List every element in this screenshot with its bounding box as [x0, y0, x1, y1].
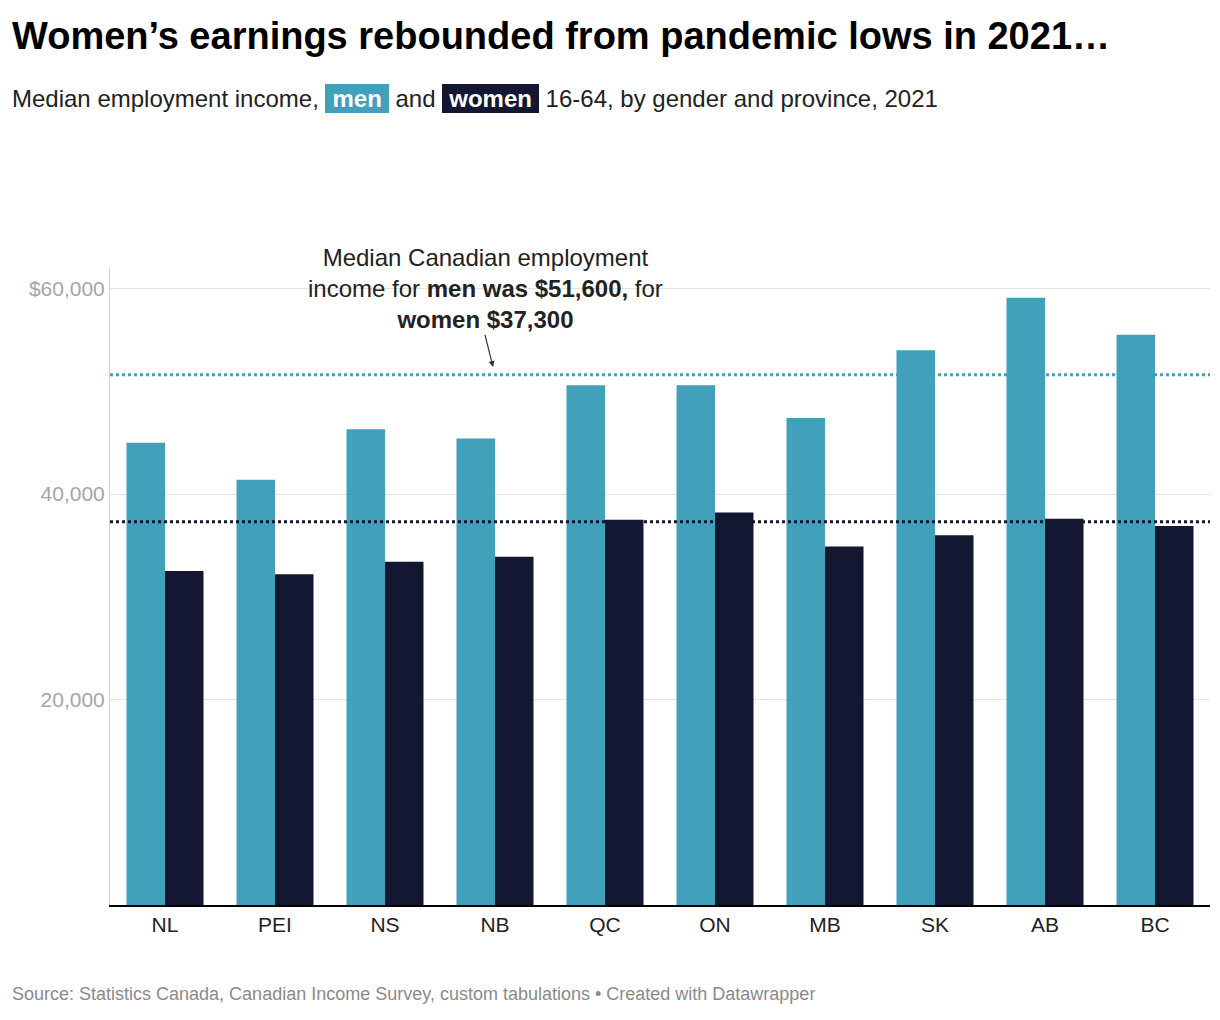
- html-text:Median employment income, men: Median employment income, men and women …: [12, 85, 938, 112]
- html-text:Women’s earnings rebounded fro: Women’s earnings rebounded from pandemic…: [12, 15, 1110, 57]
- svg-text:QC: QC: [589, 913, 621, 936]
- svg-text:MB: MB: [809, 913, 841, 936]
- svg-text:$60,000: $60,000: [29, 277, 105, 300]
- svg-text:20,000: 20,000: [41, 688, 105, 711]
- svg-text:AB: AB: [1031, 913, 1059, 936]
- svg-text:NL: NL: [152, 913, 179, 936]
- svg-text:40,000: 40,000: [41, 482, 105, 505]
- svg-text:BC: BC: [1140, 913, 1169, 936]
- html-text:Source: Statistics Canada, Can: Source: Statistics Canada, Canadian Inco…: [12, 984, 816, 1004]
- svg-text:Median Canadian employmentinco: Median Canadian employmentincome for men…: [308, 244, 663, 333]
- svg-text:PEI: PEI: [258, 913, 292, 936]
- svg-text:NB: NB: [480, 913, 509, 936]
- svg-text:SK: SK: [921, 913, 949, 936]
- svg-text:NS: NS: [370, 913, 399, 936]
- svg-text:ON: ON: [699, 913, 731, 936]
